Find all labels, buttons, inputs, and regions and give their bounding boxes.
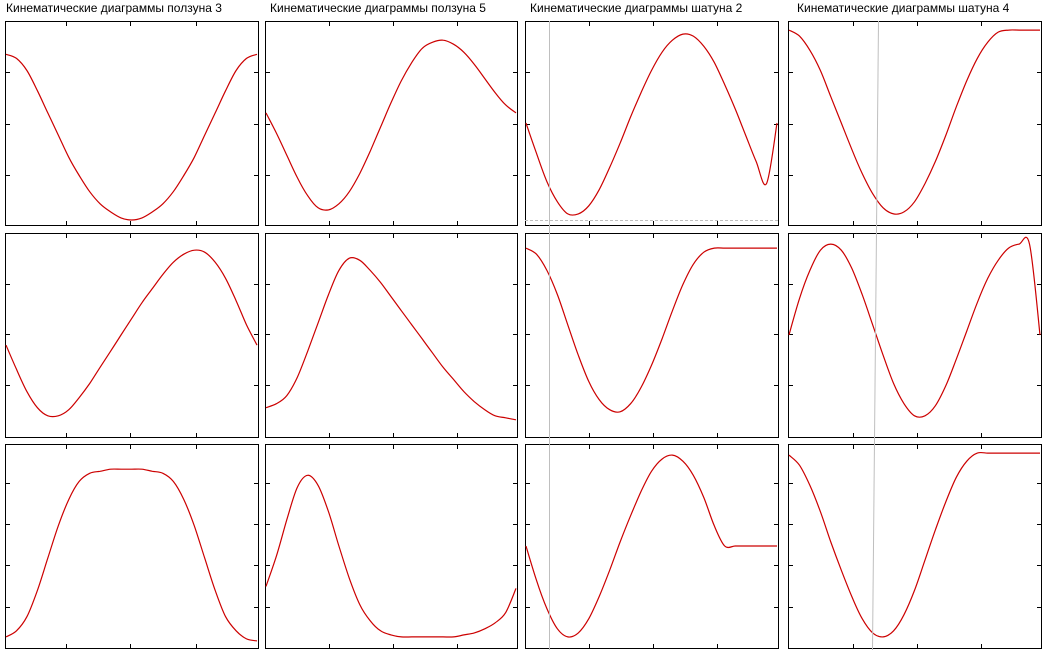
plot-frame-col3-row1 bbox=[525, 21, 779, 226]
curve-col2-row1 bbox=[265, 39, 517, 211]
plot-frame-col3-row2 bbox=[525, 233, 779, 438]
curve-col1-row2 bbox=[5, 249, 258, 418]
plot-frame-col2-row3 bbox=[265, 444, 518, 649]
curve-col4-row3 bbox=[788, 451, 1040, 638]
plot-frame-col1-row1 bbox=[5, 21, 259, 226]
curve-col1-row3 bbox=[5, 468, 258, 642]
column-title-slider-3: Кинематические диаграммы ползуна 3 bbox=[6, 1, 222, 15]
column-title-connecting-rod-4: Кинематические диаграммы шатуна 4 bbox=[797, 1, 1010, 15]
plot-frame-col1-row2 bbox=[5, 233, 259, 438]
column-title-slider-5: Кинематические диаграммы ползуна 5 bbox=[270, 1, 486, 15]
curve-col4-row1 bbox=[788, 29, 1040, 215]
curve-col3-row2 bbox=[525, 247, 777, 413]
plot-frame-col2-row2 bbox=[265, 233, 518, 438]
curve-col1-row1 bbox=[5, 53, 258, 221]
curve-col2-row2 bbox=[265, 256, 517, 421]
column-title-connecting-rod-2: Кинематические диаграммы шатуна 2 bbox=[530, 1, 743, 15]
plot-frame-col1-row3 bbox=[5, 444, 259, 649]
plot-frame-col4-row3 bbox=[788, 444, 1042, 649]
curve-col4-row2 bbox=[788, 236, 1041, 418]
curve-col3-row1 bbox=[525, 33, 778, 216]
cursor-line-rod-4 bbox=[872, 20, 879, 651]
plot-frame-col2-row1 bbox=[265, 21, 518, 226]
curve-col3-row3 bbox=[525, 454, 777, 638]
plot-frame-col4-row1 bbox=[788, 21, 1042, 226]
curve-col2-row3 bbox=[265, 474, 517, 638]
plot-frame-col4-row2 bbox=[788, 233, 1042, 438]
